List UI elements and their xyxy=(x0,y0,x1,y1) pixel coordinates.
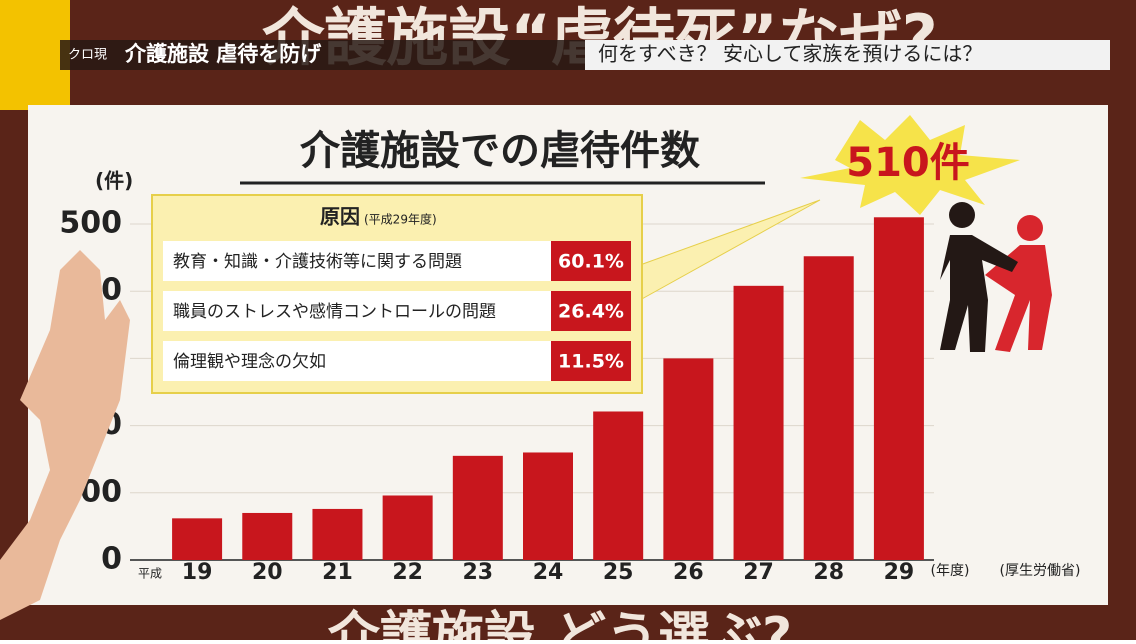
bar xyxy=(523,452,573,560)
bar xyxy=(803,256,854,560)
cause-rows: 教育・知識・介護技術等に関する問題 60.1% 職員のストレスや感情コントロールの問… xyxy=(163,241,631,381)
x-tick-label: 27 xyxy=(743,560,774,585)
bar xyxy=(242,512,293,560)
banner-right-bg xyxy=(585,40,1110,70)
cause-share-bg xyxy=(551,241,631,281)
x-tick-label: 23 xyxy=(463,560,494,585)
logo: クロ現 xyxy=(68,48,107,63)
x-tick-label: 20 xyxy=(252,560,283,585)
bar xyxy=(663,358,714,560)
cause-share-bg xyxy=(551,341,631,381)
cause-row xyxy=(163,341,551,381)
x-tick-label: 21 xyxy=(322,560,353,585)
banner-left: 介護施設 虐待を防げ xyxy=(124,42,322,66)
cause-subtitle: (平成29年度) xyxy=(364,212,437,227)
cause-label: 倫理観や理念の欠如 xyxy=(173,351,326,372)
footer-bg xyxy=(0,610,1136,640)
plot: 01002003004005001920212223242526272829 xyxy=(59,206,934,585)
bar xyxy=(172,518,223,560)
x-tick-label: 28 xyxy=(813,560,844,585)
people-icon xyxy=(940,202,1052,352)
hand xyxy=(0,250,130,620)
y-tick-label: 500 xyxy=(59,206,122,241)
cause-row xyxy=(163,241,551,281)
cause-label: 職員のストレスや感情コントロールの問題 xyxy=(173,302,496,322)
bar xyxy=(873,217,924,560)
bar xyxy=(312,508,363,560)
source: (厚生労働省) xyxy=(1000,563,1081,579)
logo-block xyxy=(0,0,70,110)
x-tick-label: 22 xyxy=(392,560,423,585)
footer: 介護施設 どう選ぶ? xyxy=(328,607,792,640)
cause-row xyxy=(163,291,551,331)
burst xyxy=(800,115,1020,215)
x-tick-label: 25 xyxy=(603,560,634,585)
cause-title: 原因 xyxy=(320,205,360,229)
cause-share-bg xyxy=(551,291,631,331)
cause-label: 教育・知識・介護技術等に関する問題 xyxy=(173,252,462,272)
x-prefix: 平成 xyxy=(138,567,162,581)
x-axis-label: (年度) xyxy=(931,563,970,579)
cause-share: 60.1% xyxy=(558,251,624,273)
x-tick-label: 29 xyxy=(884,560,915,585)
x-tick-label: 26 xyxy=(673,560,704,585)
bar xyxy=(733,285,784,560)
value-label: 510件 xyxy=(846,140,970,186)
y-axis-label: (件) xyxy=(95,169,133,193)
y-tick-label: 0 xyxy=(101,542,122,577)
banner-right: 何をすべき？ 安心して家族を預けるには？ xyxy=(598,42,982,66)
bar xyxy=(593,411,644,560)
cause-share: 26.4% xyxy=(558,301,624,323)
bar xyxy=(382,495,433,560)
x-tick-label: 24 xyxy=(533,560,564,585)
chart-title: 介護施設での虐待件数 xyxy=(300,128,700,174)
cause-share: 11.5% xyxy=(558,351,624,373)
bar xyxy=(452,455,503,560)
x-tick-label: 19 xyxy=(182,560,213,585)
